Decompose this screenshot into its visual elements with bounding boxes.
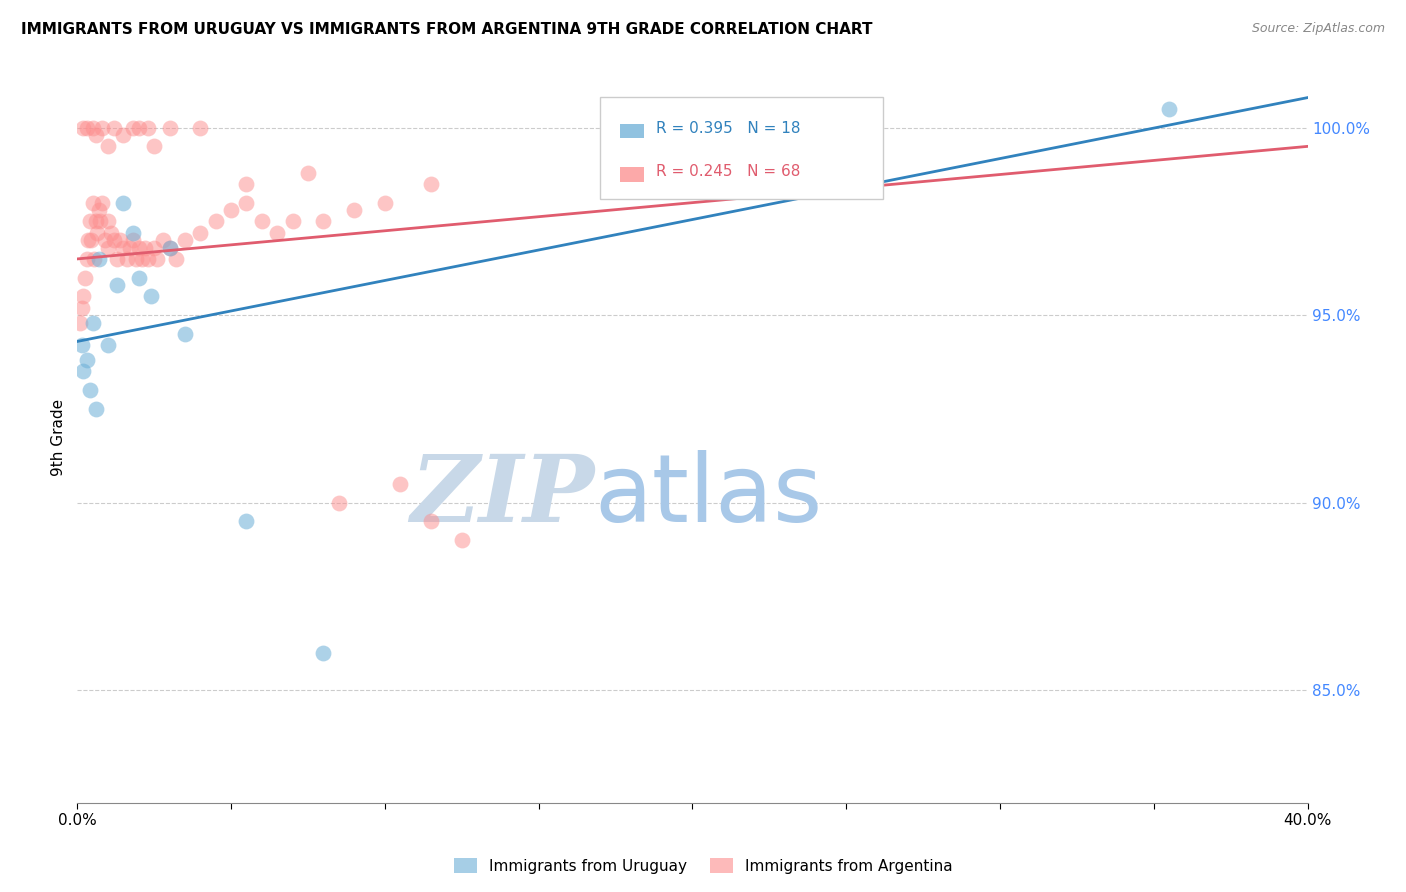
Point (97, 214, 120, 228)
Point (174, 233, 197, 247)
Point (297, 166, 319, 180)
Point (83, 252, 105, 266)
Point (235, 177, 257, 191)
Point (389, 477, 412, 491)
Point (374, 195, 396, 210)
Point (110, 233, 132, 247)
Point (80, 233, 103, 247)
Point (77, 233, 100, 247)
Point (159, 241, 181, 255)
Point (165, 252, 187, 266)
Text: atlas: atlas (595, 450, 823, 541)
Point (90, 120, 114, 135)
Point (72, 120, 94, 135)
Point (328, 496, 350, 510)
Point (112, 241, 135, 255)
Text: Source: ZipAtlas.com: Source: ZipAtlas.com (1251, 22, 1385, 36)
Point (266, 226, 288, 240)
Point (152, 233, 174, 247)
Point (125, 252, 148, 266)
Point (136, 252, 159, 266)
Point (128, 270, 150, 285)
Point (97, 241, 120, 255)
Point (235, 195, 257, 210)
Point (84, 401, 107, 416)
Text: R = 0.395   N = 18: R = 0.395 N = 18 (655, 120, 800, 136)
Point (250, 214, 273, 228)
Point (90, 195, 114, 210)
Point (134, 241, 156, 255)
Point (131, 252, 153, 266)
Point (69, 316, 91, 330)
FancyBboxPatch shape (620, 124, 644, 138)
Point (146, 252, 169, 266)
Point (70, 301, 93, 315)
Point (105, 278, 128, 293)
Point (97, 139, 120, 153)
Point (82, 316, 104, 330)
Point (235, 515, 257, 529)
Point (121, 233, 143, 247)
Point (118, 241, 141, 255)
Point (128, 120, 150, 135)
Point (73, 270, 96, 285)
Point (105, 252, 128, 266)
Point (84, 214, 107, 228)
Point (76, 252, 98, 266)
Point (281, 214, 304, 228)
Point (343, 203, 366, 218)
Text: IMMIGRANTS FROM URUGUAY VS IMMIGRANTS FROM ARGENTINA 9TH GRADE CORRELATION CHART: IMMIGRANTS FROM URUGUAY VS IMMIGRANTS FR… (21, 22, 873, 37)
Y-axis label: 9th Grade: 9th Grade (51, 399, 66, 475)
Point (103, 120, 125, 135)
Point (103, 233, 125, 247)
Point (188, 120, 212, 135)
Point (97, 338, 120, 352)
Point (420, 177, 443, 191)
Point (86, 226, 108, 240)
Point (79, 214, 101, 228)
Point (159, 241, 181, 255)
Legend: Immigrants from Uruguay, Immigrants from Argentina: Immigrants from Uruguay, Immigrants from… (447, 852, 959, 880)
Point (84, 128, 107, 142)
FancyBboxPatch shape (600, 97, 883, 200)
Point (89, 214, 111, 228)
Point (87, 252, 110, 266)
Point (128, 241, 150, 255)
Point (121, 226, 143, 240)
Point (204, 214, 226, 228)
Point (79, 383, 101, 397)
Point (312, 646, 335, 660)
Point (219, 203, 242, 218)
FancyBboxPatch shape (620, 168, 644, 182)
Point (82, 120, 104, 135)
Point (121, 120, 143, 135)
Point (143, 241, 166, 255)
Point (87, 203, 110, 218)
Point (76, 353, 98, 368)
Text: ZIP: ZIP (409, 450, 595, 541)
Point (115, 252, 138, 266)
Point (174, 326, 197, 341)
Point (70, 338, 93, 352)
Point (420, 515, 443, 529)
Point (112, 195, 135, 210)
Point (72, 289, 94, 303)
Point (136, 120, 159, 135)
Point (143, 139, 166, 153)
Point (112, 128, 135, 142)
Point (82, 195, 104, 210)
Point (72, 364, 94, 378)
Point (76, 120, 98, 135)
Point (1159, 102, 1181, 116)
Point (159, 120, 181, 135)
Point (312, 214, 335, 228)
Point (94, 233, 117, 247)
Text: R = 0.245   N = 68: R = 0.245 N = 68 (655, 164, 800, 179)
Point (141, 289, 163, 303)
Point (188, 226, 212, 240)
Point (450, 533, 472, 548)
Point (100, 226, 122, 240)
